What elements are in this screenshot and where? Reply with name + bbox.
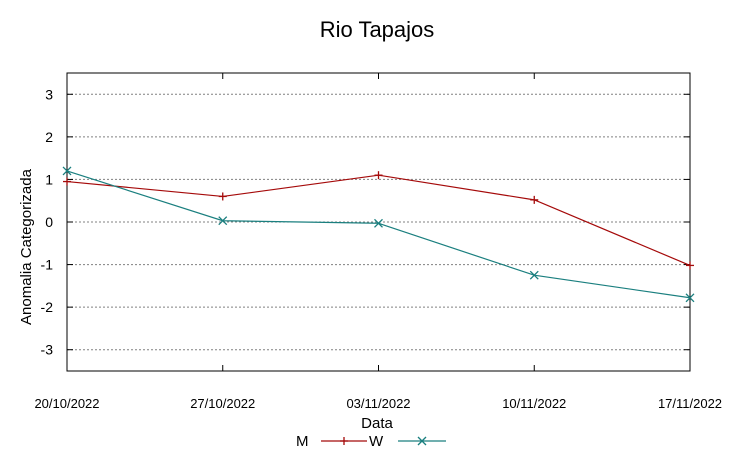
data-point bbox=[686, 261, 694, 270]
x-marker bbox=[417, 436, 427, 446]
y-tick-label: 3 bbox=[45, 86, 53, 102]
x-tick-label: 03/11/2022 bbox=[346, 396, 410, 411]
y-tick-label: 1 bbox=[45, 171, 53, 187]
y-tick-label: -3 bbox=[41, 342, 54, 358]
data-point bbox=[218, 216, 228, 226]
series-layer bbox=[62, 166, 695, 303]
x-tick-label: 27/10/2022 bbox=[190, 396, 255, 411]
y-tick-label: 2 bbox=[45, 129, 53, 145]
x-axis-title: Data bbox=[361, 415, 393, 432]
x-tick-label: 17/11/2022 bbox=[658, 396, 722, 411]
chart-title: Rio Tapajos bbox=[320, 17, 435, 42]
data-point bbox=[218, 192, 227, 201]
data-point bbox=[685, 293, 695, 303]
series-line bbox=[66, 174, 691, 266]
data-point bbox=[374, 218, 383, 228]
legend-label: W bbox=[369, 433, 384, 450]
data-point bbox=[529, 270, 539, 280]
legend-entry-m: M bbox=[296, 433, 367, 450]
y-axis-title: Anomalia Categorizada bbox=[18, 168, 35, 325]
y-tick-label: -2 bbox=[41, 299, 54, 315]
data-point bbox=[63, 177, 71, 186]
legend-entry-w: W bbox=[369, 433, 446, 450]
x-tick-label: 20/10/2022 bbox=[34, 396, 99, 411]
data-point bbox=[374, 171, 383, 180]
grid-lines bbox=[67, 93, 690, 351]
x-axis: 20/10/2022 27/10/2022 03/11/2022 10/11/2022… bbox=[34, 73, 722, 411]
y-tick-label: 0 bbox=[45, 214, 53, 230]
data-point bbox=[530, 195, 539, 204]
y-tick-label: -1 bbox=[41, 257, 54, 273]
x-tick-label: 10/11/2022 bbox=[502, 396, 566, 411]
plus-marker bbox=[340, 437, 348, 445]
series-w bbox=[62, 166, 695, 303]
data-point bbox=[62, 166, 72, 176]
legend-label: M bbox=[296, 433, 309, 450]
series-m bbox=[63, 171, 694, 270]
